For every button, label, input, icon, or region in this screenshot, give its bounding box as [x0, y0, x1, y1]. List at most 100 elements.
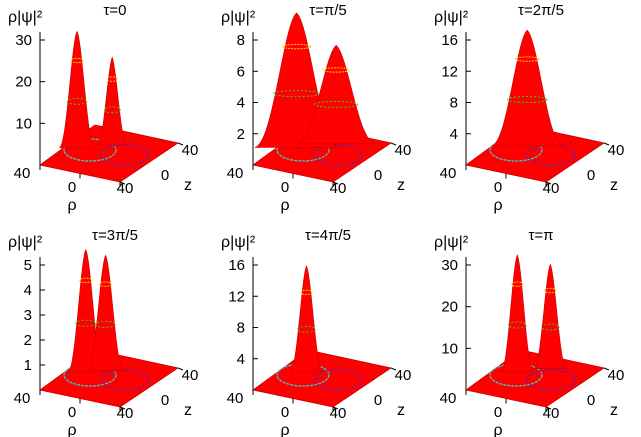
y-tick-label: 0 [161, 167, 169, 184]
floor-contour [313, 144, 363, 166]
surface-peak-right [96, 56, 128, 146]
peak-contour [506, 96, 548, 104]
peak-contour [79, 277, 93, 284]
floor-contour [526, 144, 576, 166]
z-tick-label: 4 [450, 126, 458, 143]
y-tick-mark [603, 367, 610, 371]
chart-title: τ=π [528, 227, 553, 244]
peak-contour [322, 67, 350, 73]
y-tick-label: 0 [161, 392, 169, 409]
y-tick-mark [390, 142, 397, 146]
z-tick-label: 2 [24, 332, 32, 349]
x-tick-label: 40 [14, 165, 31, 182]
peak-contour [544, 287, 557, 294]
surface-floor [465, 349, 606, 408]
z-axis-label: ρ|ψ|² [434, 234, 469, 251]
x-tick-label: 40 [330, 180, 347, 197]
z-axis-label: ρ|ψ|² [221, 234, 256, 251]
y-tick-mark [390, 367, 397, 371]
x-axis-label: ρ [280, 197, 289, 214]
surface-peak-right [87, 254, 124, 371]
x-tick-label: 40 [543, 405, 560, 422]
x-tick-label: 40 [227, 390, 244, 407]
x-axis-label: ρ [280, 422, 289, 437]
surface-peak-left [59, 30, 95, 149]
y-axis-label: z [397, 177, 405, 194]
y-axis-label: z [610, 402, 618, 419]
y-tick-mark [119, 181, 126, 185]
peak-contour [70, 57, 84, 64]
x-tick-label: 0 [494, 179, 502, 196]
x-axis-label: ρ [67, 422, 76, 437]
peak-contour [75, 319, 97, 327]
z-tick-label: 5 [24, 257, 32, 274]
z-tick-label: 20 [441, 299, 458, 316]
x-tick-label: 40 [117, 180, 134, 197]
surface-peak-center [491, 29, 563, 147]
peak-contour [300, 289, 313, 296]
x-tick-label: 40 [330, 405, 347, 422]
y-tick-label: 40 [608, 142, 625, 159]
y-tick-label: 0 [587, 392, 595, 409]
z-tick-label: 10 [441, 340, 458, 357]
peak-contour [66, 97, 88, 105]
x-tick-label: 40 [117, 405, 134, 422]
z-tick-label: 4 [237, 351, 245, 368]
z-tick-label: 10 [15, 115, 32, 132]
x-tick-label: 0 [281, 404, 289, 421]
z-tick-label: 4 [24, 282, 32, 299]
z-tick-label: 16 [228, 257, 245, 274]
z-tick-label: 30 [441, 257, 458, 274]
y-tick-mark [177, 142, 184, 146]
surface-floor [252, 349, 393, 408]
peak-contour [297, 325, 316, 333]
surface-peak-center [289, 265, 324, 372]
peak-contour [514, 56, 540, 62]
z-tick-label: 8 [237, 32, 245, 49]
x-tick-label: 40 [440, 165, 457, 182]
z-tick-label: 20 [15, 74, 32, 91]
y-tick-mark [332, 181, 339, 185]
y-tick-label: 40 [182, 142, 199, 159]
floor-contour [313, 369, 363, 391]
surface-peak-right [533, 263, 568, 369]
y-tick-label: 0 [374, 392, 382, 409]
chart-title: τ=0 [103, 2, 126, 19]
x-axis-label: ρ [67, 197, 76, 214]
y-axis-label: z [610, 177, 618, 194]
chart-title: τ=3π/5 [92, 227, 138, 244]
y-tick-label: 0 [587, 167, 595, 184]
x-tick-label: 0 [68, 179, 76, 196]
z-tick-label: 2 [237, 126, 245, 143]
y-tick-mark [603, 142, 610, 146]
z-tick-label: 12 [441, 63, 458, 80]
floor-contour [526, 369, 576, 391]
y-tick-label: 40 [608, 367, 625, 384]
peak-contour [314, 100, 359, 108]
x-axis-label: ρ [493, 197, 502, 214]
y-tick-label: 0 [374, 167, 382, 184]
x-tick-label: 0 [281, 179, 289, 196]
chart-title: τ=π/5 [309, 2, 347, 19]
x-axis-label: ρ [493, 422, 502, 437]
x-tick-label: 0 [494, 404, 502, 421]
floor-contour [100, 144, 150, 166]
surface-peak-left [500, 254, 535, 372]
peak-contour [281, 43, 312, 50]
z-axis-label: ρ|ψ|² [8, 9, 43, 26]
z-axis-label: ρ|ψ|² [8, 234, 43, 251]
y-axis-label: z [184, 177, 192, 194]
surface-peak-right [297, 44, 375, 145]
z-tick-label: 4 [237, 95, 245, 112]
x-tick-label: 0 [68, 404, 76, 421]
peak-contour [106, 76, 118, 82]
z-tick-label: 3 [24, 307, 32, 324]
peak-contour [511, 281, 524, 287]
z-tick-label: 8 [450, 95, 458, 112]
x-tick-label: 40 [227, 165, 244, 182]
x-tick-label: 40 [14, 390, 31, 407]
